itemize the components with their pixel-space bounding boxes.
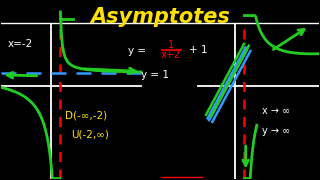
Text: x=-2: x=-2 — [8, 39, 33, 49]
Text: 1: 1 — [168, 40, 174, 50]
Text: x → ∞: x → ∞ — [261, 106, 290, 116]
Text: y → ∞: y → ∞ — [261, 126, 290, 136]
Text: y = 1: y = 1 — [141, 70, 169, 80]
Text: D(-∞,-2): D(-∞,-2) — [65, 111, 107, 121]
Text: U(-2,∞): U(-2,∞) — [71, 129, 109, 139]
Text: x+2: x+2 — [161, 50, 181, 60]
Text: + 1: + 1 — [188, 45, 207, 55]
Text: Asymptotes: Asymptotes — [90, 7, 230, 27]
Text: y =: y = — [128, 46, 147, 56]
